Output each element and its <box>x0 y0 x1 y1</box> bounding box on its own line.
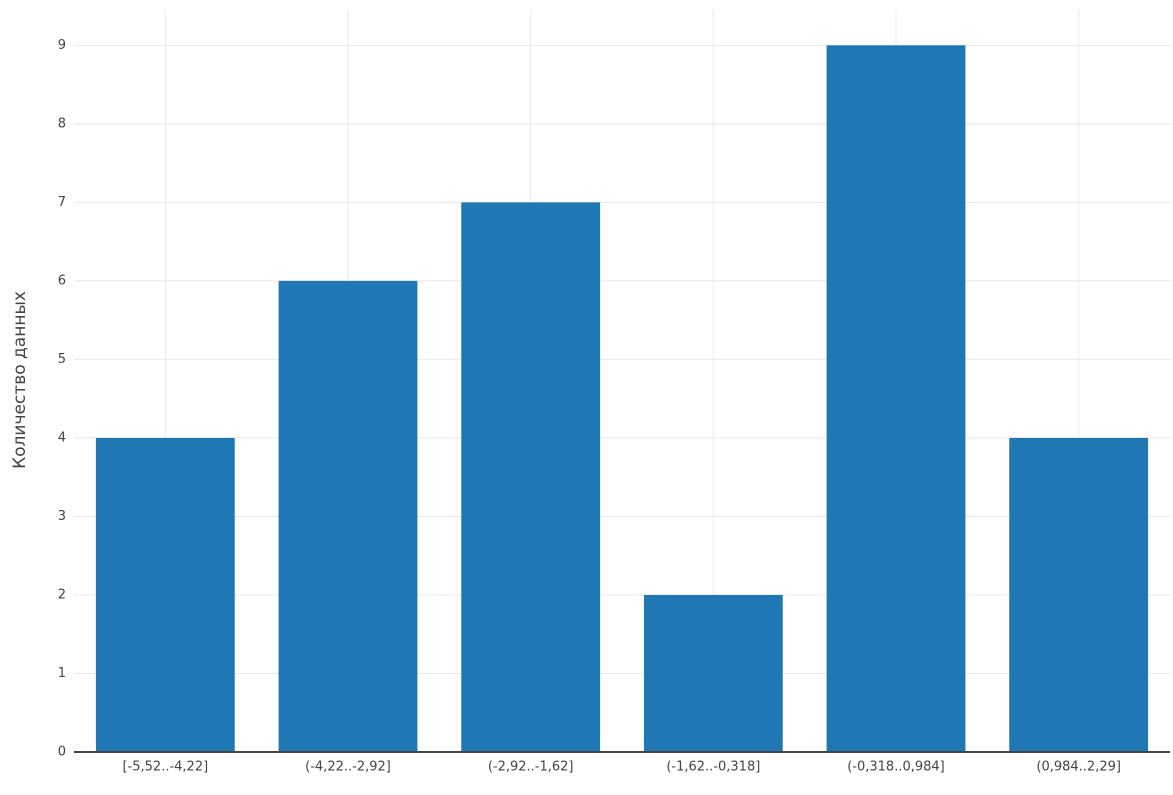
bar <box>278 280 418 752</box>
x-tick-label: (-2,92..-1,62] <box>488 760 574 775</box>
y-tick-label: 9 <box>58 38 66 53</box>
x-tick-label: (-1,62..-0,318] <box>666 760 760 775</box>
bar <box>643 594 783 752</box>
bar <box>1009 437 1149 752</box>
y-tick-label: 5 <box>58 352 66 367</box>
y-tick-label: 2 <box>58 587 66 602</box>
y-tick-label: 6 <box>58 273 66 288</box>
y-tick-label: 0 <box>58 745 66 760</box>
x-tick-label: (-4,22..-2,92] <box>305 760 391 775</box>
y-tick-label: 1 <box>58 666 66 681</box>
y-tick-label: 4 <box>58 430 66 445</box>
y-tick-label: 7 <box>58 195 66 210</box>
y-tick-label: 8 <box>58 116 66 131</box>
y-tick-label: 3 <box>58 509 66 524</box>
bar <box>95 437 235 752</box>
bar <box>461 202 601 753</box>
x-tick-label: (0,984..2,29] <box>1036 760 1121 775</box>
bar <box>826 45 966 753</box>
y-axis-label: Количество данных <box>10 291 30 469</box>
x-tick-label: (-0,318..0,984] <box>847 760 945 775</box>
x-tick-label: [-5,52..-4,22] <box>122 760 208 775</box>
